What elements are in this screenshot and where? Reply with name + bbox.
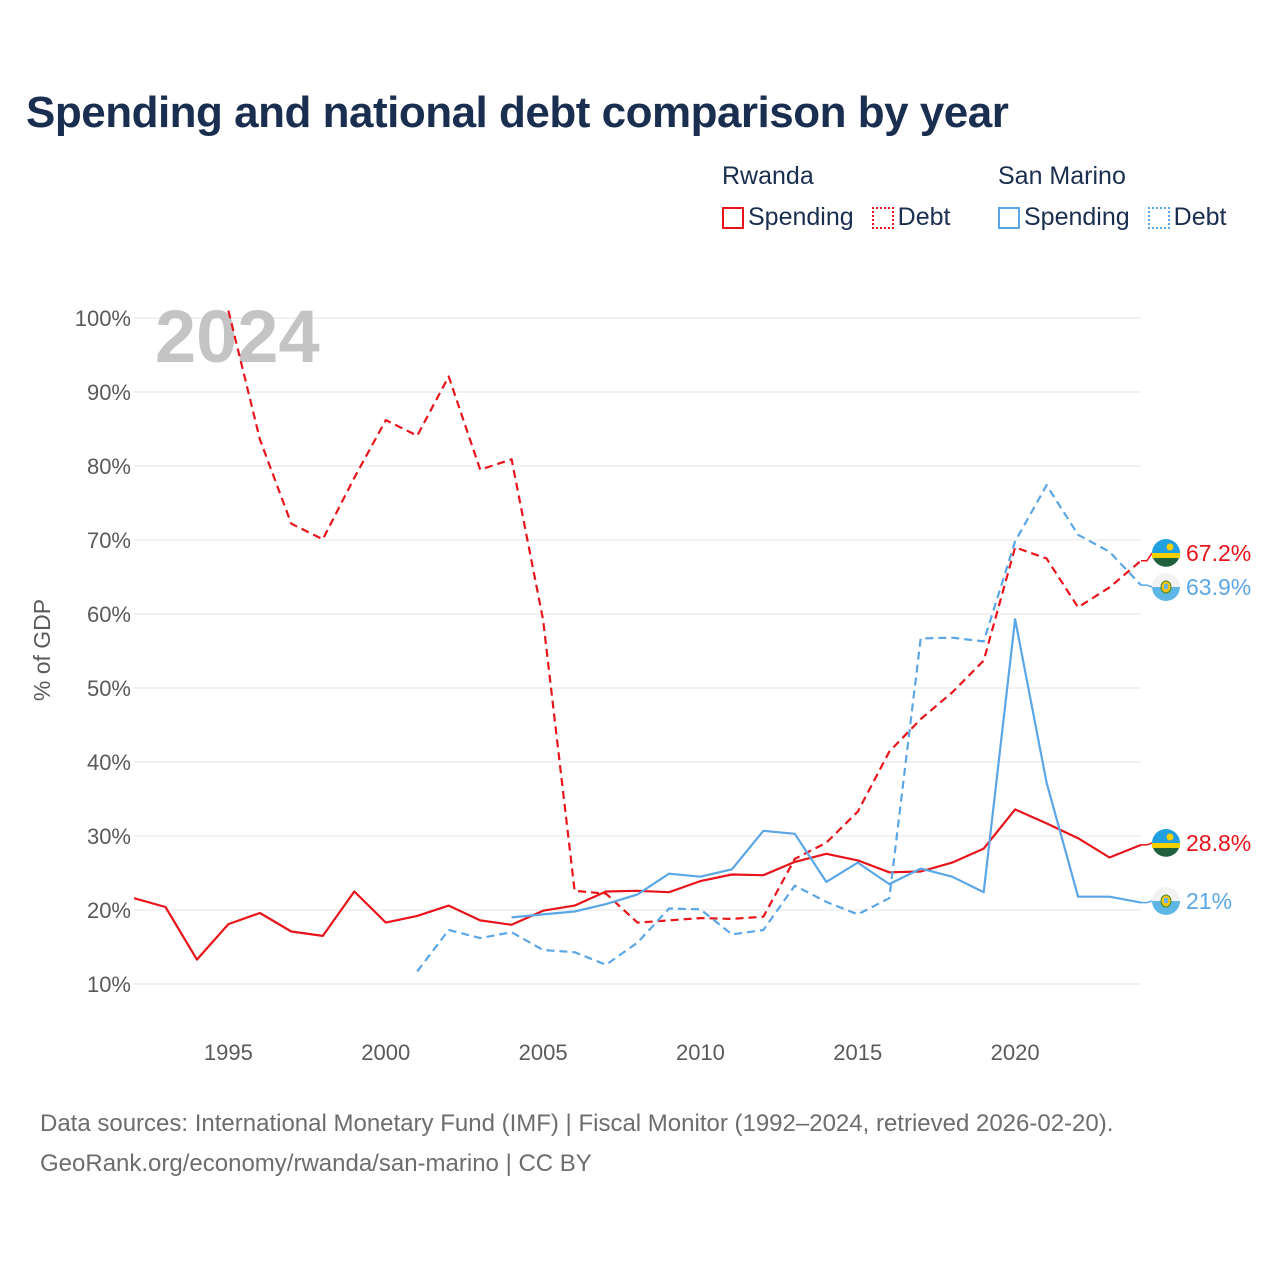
rwanda-flag-icon [1152, 829, 1180, 857]
legend-swatch-dotted [1147, 206, 1170, 229]
end-label-connector [1141, 552, 1153, 562]
series-line-san-marino-debt [416, 484, 1142, 973]
san-marino-flag-icon [1152, 573, 1180, 601]
end-value-label: 21% [1186, 888, 1232, 914]
y-tick-label: 40% [87, 750, 131, 775]
y-tick-label: 30% [87, 824, 131, 849]
y-tick-label: 50% [87, 676, 131, 701]
legend-group-rwanda: Rwanda Spending Debt [722, 162, 950, 232]
series-line-rwanda-spending [133, 808, 1142, 961]
footer: Data sources: International Monetary Fun… [40, 1104, 1113, 1184]
san-marino-flag-icon [1152, 887, 1180, 915]
legend-swatch-dotted [871, 206, 894, 229]
x-tick-label: 1995 [204, 1040, 253, 1065]
y-tick-label: 60% [87, 602, 131, 627]
series-line-san-marino-spending [511, 618, 1142, 919]
footer-link[interactable]: GeoRank.org/economy/rwanda/san-marino | … [40, 1150, 592, 1177]
legend-group-rwanda-label: Rwanda [722, 162, 814, 190]
legend-item-san-marino-spending[interactable]: Spending [998, 203, 1130, 232]
y-tick-label: 70% [87, 528, 131, 553]
y-axis-label: % of GDP [29, 599, 55, 701]
end-labels: 28.8% 67.2% 21% 63.9% [1141, 539, 1251, 915]
legend-item-label: Spending [1024, 203, 1130, 231]
end-label-connector [1141, 584, 1153, 588]
legend-item-san-marino-debt[interactable]: Debt [1147, 203, 1227, 232]
legend-item-rwanda-spending[interactable]: Spending [722, 203, 854, 232]
legend-swatch-solid [722, 206, 744, 229]
legend-item-label: Debt [897, 203, 951, 231]
x-axis: 1995 2000 2005 2010 2015 2020 [204, 1040, 1040, 1065]
grid [134, 317, 1141, 985]
x-tick-label: 2010 [676, 1040, 725, 1065]
series-lines [133, 310, 1142, 973]
x-tick-label: 2015 [833, 1040, 882, 1065]
end-label-connector [1141, 900, 1153, 904]
legend-group-san-marino: San Marino Spending Debt [998, 162, 1226, 232]
x-tick-label: 2020 [991, 1040, 1040, 1065]
y-tick-label: 100% [75, 306, 131, 331]
series-line-rwanda-debt [227, 310, 1142, 924]
end-value-label: 67.2% [1186, 540, 1251, 566]
legend-item-label: Spending [748, 203, 854, 231]
x-tick-label: 2000 [361, 1040, 410, 1065]
x-tick-label: 2005 [519, 1040, 568, 1065]
y-tick-label: 80% [87, 454, 131, 479]
legend-item-rwanda-debt[interactable]: Debt [871, 203, 951, 232]
footer-sources: Data sources: International Monetary Fun… [40, 1110, 1114, 1137]
rwanda-flag-icon [1152, 539, 1180, 567]
end-value-label: 63.9% [1186, 574, 1251, 600]
line-chart: 2024 10% 20% 30% 40% 50% 60% 70% 80% 90% 100% 199… [29, 295, 1251, 1065]
end-value-label: 28.8% [1186, 830, 1251, 856]
y-tick-label: 10% [87, 972, 131, 997]
y-tick-label: 20% [87, 898, 131, 923]
y-tick-label: 90% [87, 380, 131, 405]
end-label-connector [1141, 842, 1153, 846]
legend-item-label: Debt [1173, 203, 1227, 231]
chart-title: Spending and national debt comparison by… [26, 88, 1009, 137]
y-axis: 10% 20% 30% 40% 50% 60% 70% 80% 90% 100% [75, 306, 131, 997]
legend-swatch-solid [998, 206, 1020, 229]
legend-group-san-marino-label: San Marino [998, 162, 1126, 190]
year-watermark: 2024 [155, 295, 320, 378]
